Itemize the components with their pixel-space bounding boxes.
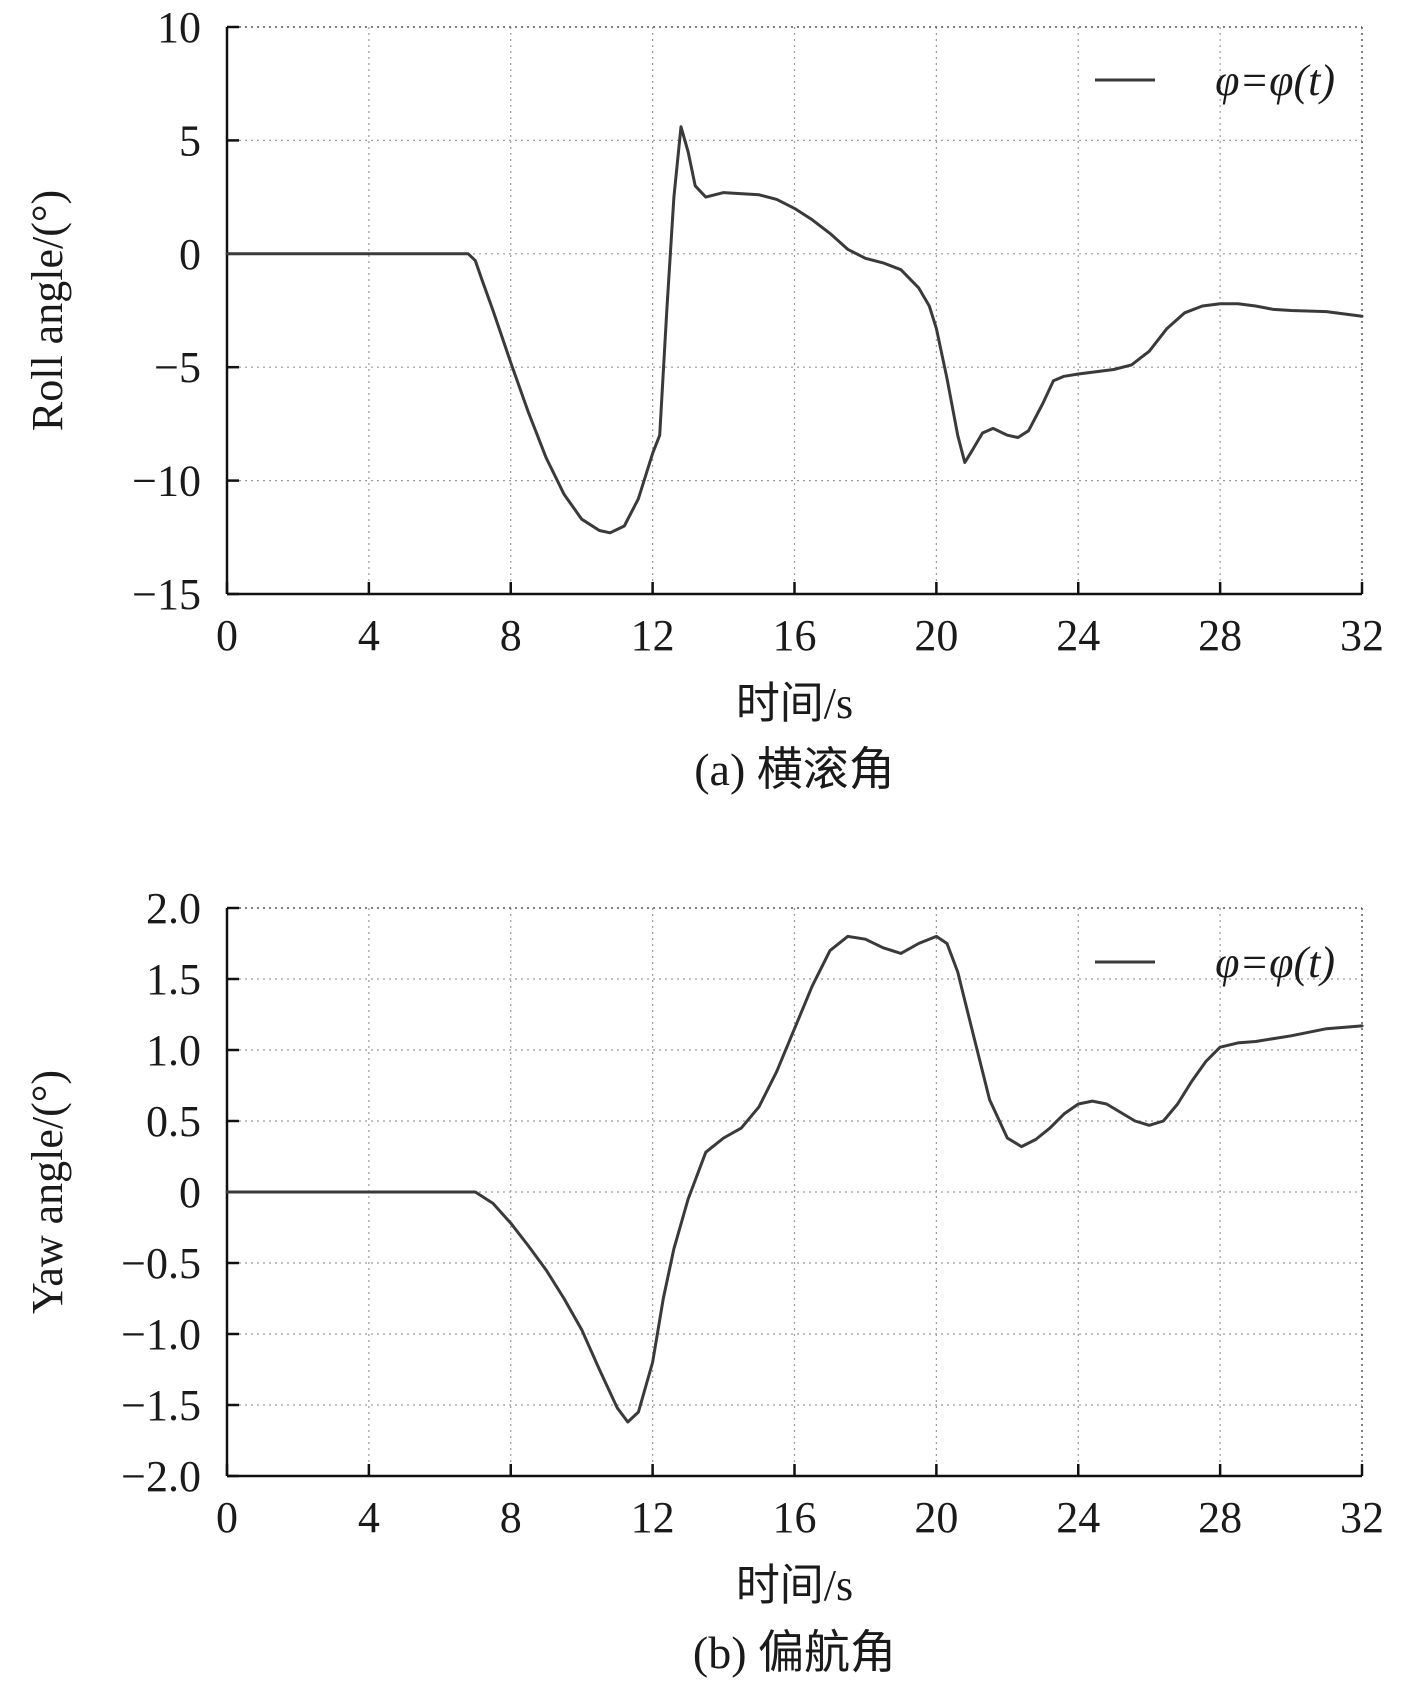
yaw-angle-chart: 0 4 8 12 16 20 24 28 32 2.0 1.5 1.0 0.5 0 −0.5 −1.0 −1.5… (23, 884, 1384, 1678)
x-tick-label: 4 (358, 1493, 380, 1542)
y-tick-label: −2.0 (121, 1452, 201, 1501)
legend-label: φ=φ(t) (1215, 938, 1335, 987)
x-tick-label: 4 (358, 611, 380, 660)
x-tick-label: 16 (773, 1493, 817, 1542)
y-tick-label: 2.0 (146, 884, 201, 933)
x-axis-label: 时间/s (736, 679, 853, 728)
chart-caption: (a) 横滚角 (694, 744, 895, 795)
x-tick-label: 20 (914, 1493, 958, 1542)
x-tick-label: 32 (1340, 611, 1384, 660)
x-tick-label: 8 (500, 611, 522, 660)
y-tick-label: 0 (179, 230, 201, 279)
legend-label: φ=φ(t) (1215, 56, 1335, 105)
x-tick-label: 0 (216, 611, 238, 660)
y-tick-label: 1.0 (146, 1026, 201, 1075)
y-axis-label: Roll angle/(°) (23, 190, 72, 431)
y-tick-label: −1.0 (121, 1310, 201, 1359)
x-tick-label: 24 (1056, 611, 1100, 660)
series-line (225, 125, 1364, 535)
x-tick-label: 8 (500, 1493, 522, 1542)
x-tick-label: 12 (631, 1493, 675, 1542)
x-tick-label: 28 (1198, 611, 1242, 660)
roll-angle-chart: 0 4 8 12 16 20 24 28 32 10 5 0 −5 −10 −15 时间/s Roll angl… (23, 3, 1384, 795)
x-axis-label: 时间/s (736, 1561, 853, 1610)
y-tick-label: 10 (157, 3, 201, 52)
y-tick-label: 1.5 (146, 955, 201, 1004)
x-tick-label: 32 (1340, 1493, 1384, 1542)
x-tick-label: 20 (914, 611, 958, 660)
y-tick-label: 5 (179, 116, 201, 165)
x-tick-label: 28 (1198, 1493, 1242, 1542)
y-tick-label: −10 (132, 457, 201, 506)
x-tick-label: 12 (631, 611, 675, 660)
series-line (225, 934, 1364, 1424)
x-tick-label: 0 (216, 1493, 238, 1542)
y-tick-label: −1.5 (121, 1381, 201, 1430)
x-tick-label: 24 (1056, 1493, 1100, 1542)
y-tick-label: −5 (154, 343, 201, 392)
y-tick-label: −0.5 (121, 1239, 201, 1288)
y-tick-label: 0.5 (146, 1097, 201, 1146)
y-tick-label: 0 (179, 1168, 201, 1217)
y-axis-label: Yaw angle/(°) (23, 1070, 72, 1314)
x-tick-label: 16 (773, 611, 817, 660)
y-tick-label: −15 (132, 570, 201, 619)
chart-caption: (b) 偏航角 (693, 1627, 896, 1678)
